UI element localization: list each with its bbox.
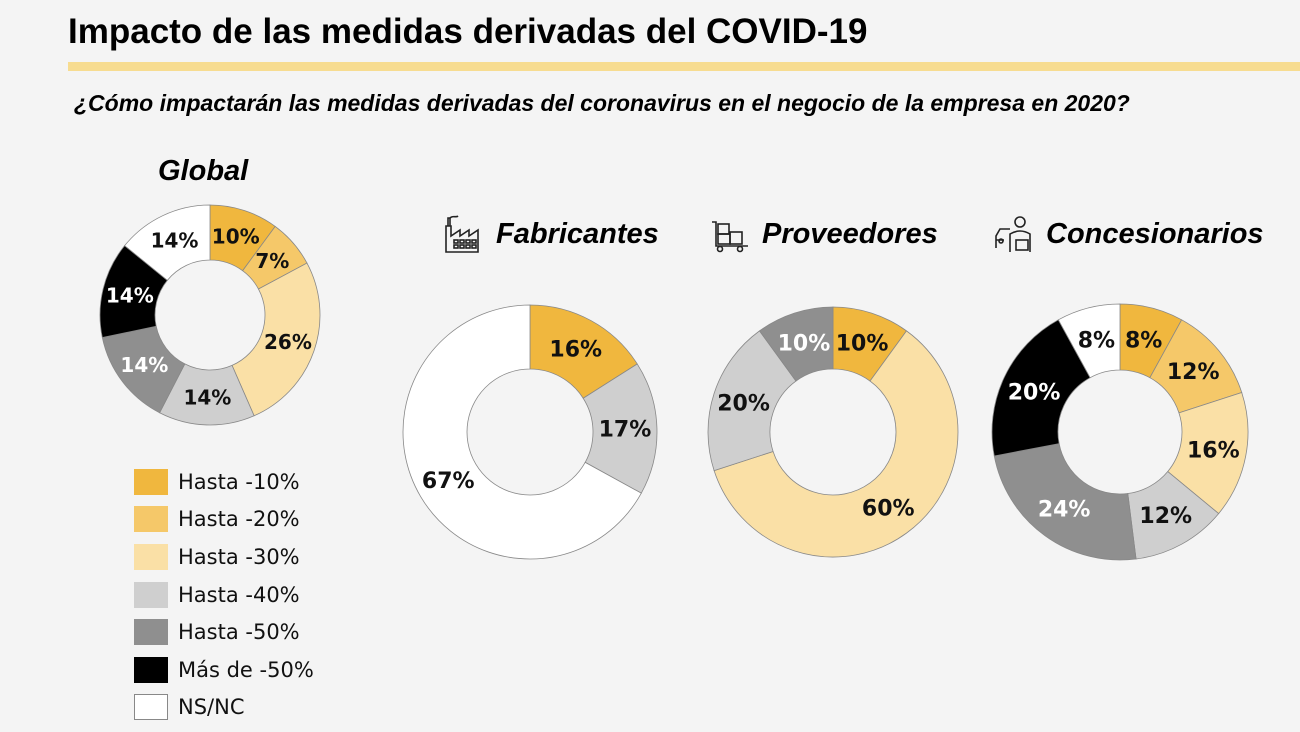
legend-label: Hasta -40% bbox=[178, 582, 300, 607]
donut-segment bbox=[124, 204, 211, 281]
data-label: 10% bbox=[836, 331, 889, 356]
legend-label: Hasta -50% bbox=[178, 620, 300, 645]
data-label: 8% bbox=[1125, 329, 1162, 354]
data-label: 7% bbox=[255, 249, 289, 273]
legend-swatch bbox=[134, 543, 168, 570]
data-label: 8% bbox=[1078, 329, 1115, 354]
legend-item: NS/NC bbox=[134, 689, 314, 727]
legend-item: Hasta -50% bbox=[134, 613, 314, 651]
data-label: 17% bbox=[599, 418, 652, 443]
title-underline bbox=[68, 62, 1300, 71]
forklift-boxes-icon bbox=[712, 221, 748, 253]
data-label: 14% bbox=[183, 385, 231, 409]
donut-segment bbox=[1057, 303, 1121, 379]
data-label: 16% bbox=[549, 337, 602, 362]
donut-segment bbox=[758, 306, 834, 382]
legend-label: NS/NC bbox=[178, 695, 245, 720]
legend-item: Hasta -20% bbox=[134, 501, 314, 539]
donut-segment bbox=[993, 443, 1137, 561]
data-label: 20% bbox=[1008, 380, 1061, 405]
legend-label: Hasta -10% bbox=[178, 469, 300, 494]
data-label: 20% bbox=[717, 392, 770, 417]
donut-segment bbox=[707, 330, 797, 472]
legend-swatch bbox=[134, 506, 168, 533]
donut-segment bbox=[231, 262, 321, 417]
chart-title-proveedores: Proveedores bbox=[708, 214, 938, 254]
chart-title-text: Fabricantes bbox=[496, 217, 659, 250]
legend-swatch bbox=[134, 694, 168, 721]
legend-item: Hasta -40% bbox=[134, 576, 314, 614]
data-label: 24% bbox=[1038, 498, 1091, 523]
donut-segment bbox=[991, 319, 1091, 457]
legend-label: Hasta -20% bbox=[178, 507, 300, 532]
chart-title-concesionarios: Concesionarios bbox=[992, 214, 1264, 254]
chart-title-global: Global bbox=[158, 155, 248, 188]
legend: Hasta -10% Hasta -20% Hasta -30% Hasta -40%… bbox=[134, 463, 314, 726]
chart-title-text: Concesionarios bbox=[1046, 217, 1264, 250]
data-label: 16% bbox=[1187, 439, 1240, 464]
data-label: 14% bbox=[106, 284, 154, 308]
donut-segment bbox=[402, 304, 642, 560]
page-title: Impacto de las medidas derivadas del COV… bbox=[68, 12, 868, 51]
legend-item: Hasta -30% bbox=[134, 538, 314, 576]
legend-swatch bbox=[134, 656, 168, 683]
legend-swatch bbox=[134, 619, 168, 646]
data-label: 60% bbox=[862, 497, 915, 522]
legend-item: Más de -50% bbox=[134, 651, 314, 689]
legend-label: Hasta -30% bbox=[178, 544, 300, 569]
legend-swatch bbox=[134, 468, 168, 495]
data-label: 12% bbox=[1167, 360, 1220, 385]
donut-segment bbox=[713, 330, 959, 558]
data-label: 14% bbox=[151, 229, 199, 253]
factory-icon bbox=[445, 215, 479, 253]
data-label: 12% bbox=[1139, 504, 1192, 529]
legend-swatch bbox=[134, 581, 168, 608]
chart-title-fabricantes: Fabricantes bbox=[442, 214, 659, 254]
legend-label: Más de -50% bbox=[178, 657, 314, 682]
data-label: 14% bbox=[120, 353, 168, 377]
car-dealer-icon bbox=[995, 216, 1031, 252]
data-label: 26% bbox=[264, 330, 312, 354]
data-label: 67% bbox=[422, 469, 475, 494]
page-subtitle: ¿Cómo impactarán las medidas derivadas d… bbox=[74, 90, 1130, 116]
chart-title-text: Proveedores bbox=[762, 217, 938, 250]
data-label: 10% bbox=[212, 225, 260, 249]
legend-item: Hasta -10% bbox=[134, 463, 314, 501]
data-label: 10% bbox=[778, 331, 831, 356]
chart-title-text: Global bbox=[158, 155, 249, 187]
